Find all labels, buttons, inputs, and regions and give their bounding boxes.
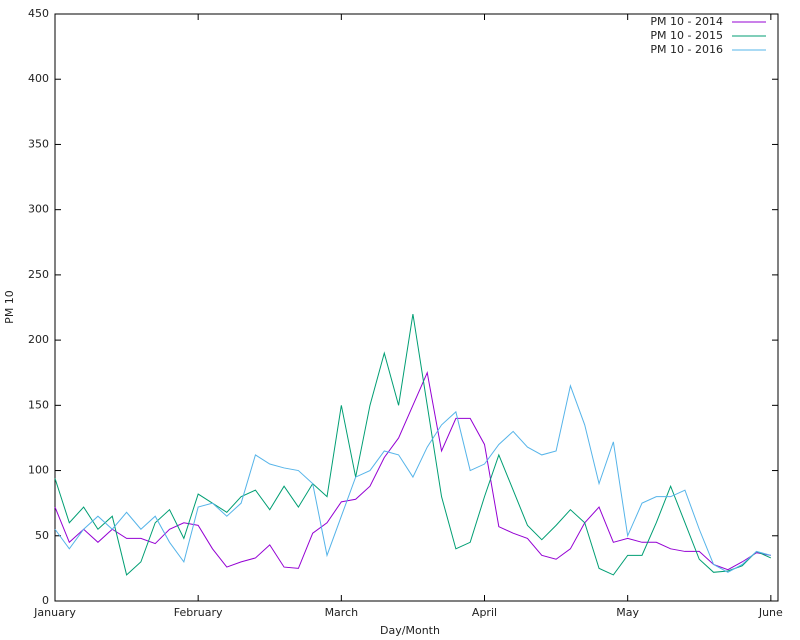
x-tick-label: February: [174, 606, 223, 619]
y-tick-label: 0: [42, 594, 49, 607]
y-tick-label: 150: [28, 398, 49, 411]
y-tick-label: 450: [28, 7, 49, 20]
legend-label: PM 10 - 2016: [650, 43, 723, 56]
x-tick-label: April: [472, 606, 497, 619]
x-tick-label: March: [325, 606, 359, 619]
legend-label: PM 10 - 2015: [650, 29, 723, 42]
series-line: [54, 313, 772, 576]
x-tick-label: June: [758, 606, 783, 619]
y-axis-label: PM 10: [3, 290, 16, 324]
y-tick-label: 400: [28, 72, 49, 85]
y-tick-label: 100: [28, 464, 49, 477]
series-line: [54, 383, 771, 573]
y-tick-label: 250: [28, 268, 49, 281]
x-tick-label: May: [616, 606, 639, 619]
y-tick-label: 350: [28, 137, 49, 150]
x-axis-label: Day/Month: [380, 624, 440, 637]
legend-label: PM 10 - 2014: [650, 15, 723, 28]
plot-border: [54, 13, 779, 602]
y-tick-label: 200: [28, 333, 49, 346]
series-line: [54, 371, 771, 571]
y-tick-label: 50: [35, 529, 49, 542]
y-tick-label: 300: [28, 203, 49, 216]
x-tick-label: January: [33, 606, 76, 619]
